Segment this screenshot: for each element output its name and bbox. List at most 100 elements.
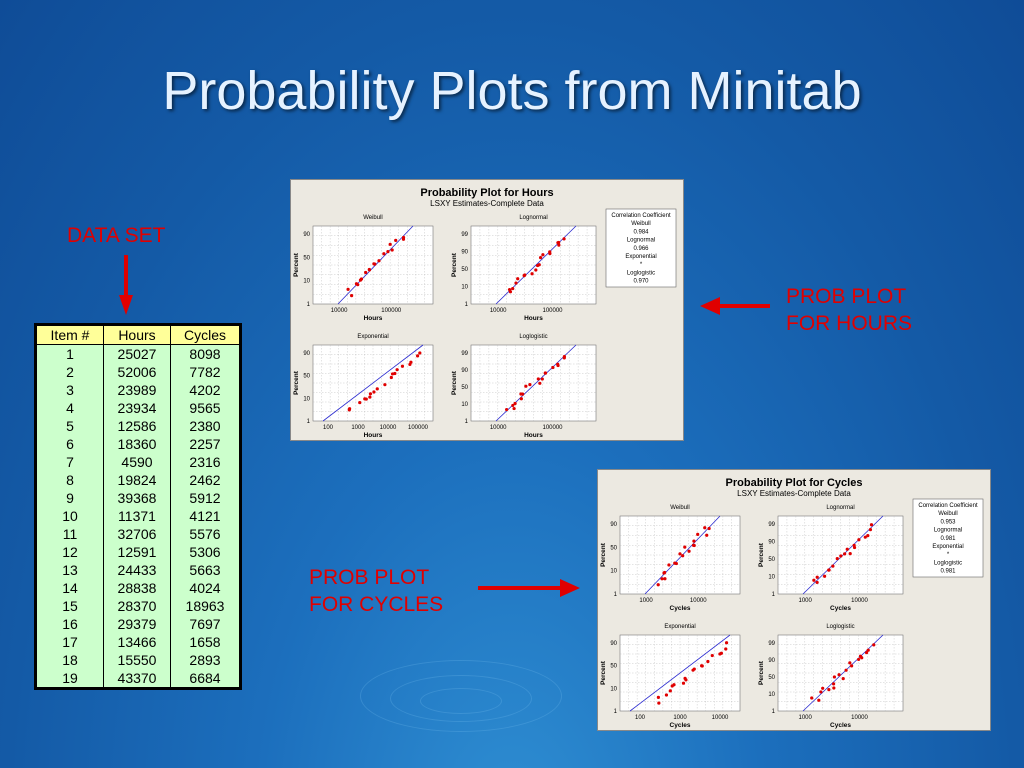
fit-line (495, 344, 577, 422)
table-cell: 6 (35, 435, 104, 453)
x-tick-label: 10000 (490, 425, 507, 431)
x-axis-label: Hours (524, 432, 543, 439)
table-cell: 23989 (103, 381, 171, 399)
y-tick-label: 1 (614, 709, 618, 715)
label-line: PROB PLOT (309, 566, 430, 589)
column-header: Hours (103, 324, 171, 345)
x-tick-label: 1000 (639, 598, 653, 604)
table-cell: 15 (35, 597, 104, 615)
data-point (869, 523, 874, 527)
data-point (707, 526, 711, 531)
table-cell: 5912 (170, 489, 241, 507)
table-row: 12 12591 5306 (35, 543, 241, 561)
x-tick-label: 100 (323, 425, 334, 431)
y-tick-label: 10 (303, 279, 310, 285)
data-point (373, 262, 377, 266)
data-point (372, 390, 376, 394)
data-point (530, 272, 534, 276)
data-point (852, 543, 856, 547)
data-point (541, 253, 545, 257)
data-point (850, 664, 854, 668)
data-point (415, 354, 420, 358)
x-tick-label: 1000 (351, 425, 365, 431)
y-tick-label: 90 (461, 368, 468, 374)
data-point (821, 686, 825, 690)
data-point (857, 538, 861, 542)
data-point (831, 682, 836, 686)
data-point (364, 397, 368, 401)
y-tick-label: 10 (768, 692, 775, 698)
data-point (519, 397, 523, 401)
data-point (375, 387, 379, 391)
data-point (562, 237, 566, 241)
legend-entry: 0.966 (633, 246, 649, 252)
y-tick-label: 50 (768, 675, 775, 681)
table-cell: 12 (35, 543, 104, 561)
table-cell: 43370 (103, 669, 171, 689)
data-point (664, 693, 669, 697)
data-point (668, 689, 672, 693)
table-cell: 28838 (103, 579, 171, 597)
data-point (810, 696, 814, 700)
data-point (868, 528, 873, 532)
data-point (395, 368, 399, 372)
y-tick-label: 10 (461, 402, 468, 408)
fit-line (322, 344, 424, 422)
y-tick-label: 99 (461, 232, 468, 238)
y-axis-label: Percent (293, 370, 300, 395)
data-point (538, 381, 542, 385)
y-axis-label: Percent (758, 660, 765, 685)
y-axis-label: Percent (758, 542, 765, 567)
data-point (841, 677, 845, 681)
table-cell: 5306 (170, 543, 241, 561)
data-point (656, 583, 660, 587)
data-point (724, 647, 728, 651)
table-cell: 13466 (103, 633, 171, 651)
data-point (400, 364, 405, 368)
table-row: 19 43370 6684 (35, 669, 241, 689)
subplot-title: Loglogistic (519, 334, 547, 340)
table-cell: 19 (35, 669, 104, 689)
legend-entry: Weibull (631, 221, 651, 227)
table-cell: 6684 (170, 669, 241, 689)
data-point (348, 407, 352, 411)
data-point (844, 668, 848, 672)
data-point (557, 243, 561, 247)
data-point (562, 354, 566, 359)
x-axis-label: Cycles (670, 722, 691, 729)
data-point (505, 407, 509, 412)
table-cell: 5 (35, 417, 104, 435)
data-point (706, 659, 710, 664)
x-axis-label: Cycles (830, 722, 851, 729)
table-cell: 5576 (170, 525, 241, 543)
data-point (401, 235, 406, 240)
data-point (827, 688, 831, 692)
data-point (386, 250, 390, 254)
table-cell: 9565 (170, 399, 241, 417)
x-axis-label: Hours (364, 315, 383, 322)
data-point (678, 552, 682, 556)
y-tick-label: 1 (307, 419, 311, 425)
table-row: 18 15550 2893 (35, 651, 241, 669)
data-point (511, 286, 515, 291)
x-tick-label: 1000 (798, 715, 812, 721)
table-cell: 17 (35, 633, 104, 651)
x-tick-label: 100000 (408, 425, 429, 431)
table-row: 1 25027 8098 (35, 344, 241, 363)
y-tick-label: 1 (772, 592, 776, 598)
label-line: FOR CYCLES (309, 593, 444, 616)
y-tick-label: 10 (303, 396, 310, 402)
data-point (368, 395, 372, 399)
y-axis-label: Percent (293, 252, 300, 277)
data-point (863, 535, 867, 539)
legend-entry: Exponential (625, 254, 656, 260)
y-tick-label: 10 (461, 285, 468, 291)
table-cell: 18360 (103, 435, 171, 453)
table-cell: 39368 (103, 489, 171, 507)
y-tick-label: 50 (610, 664, 617, 670)
legend-entry: Weibull (938, 511, 958, 517)
data-point (368, 392, 373, 396)
table-cell: 12591 (103, 543, 171, 561)
